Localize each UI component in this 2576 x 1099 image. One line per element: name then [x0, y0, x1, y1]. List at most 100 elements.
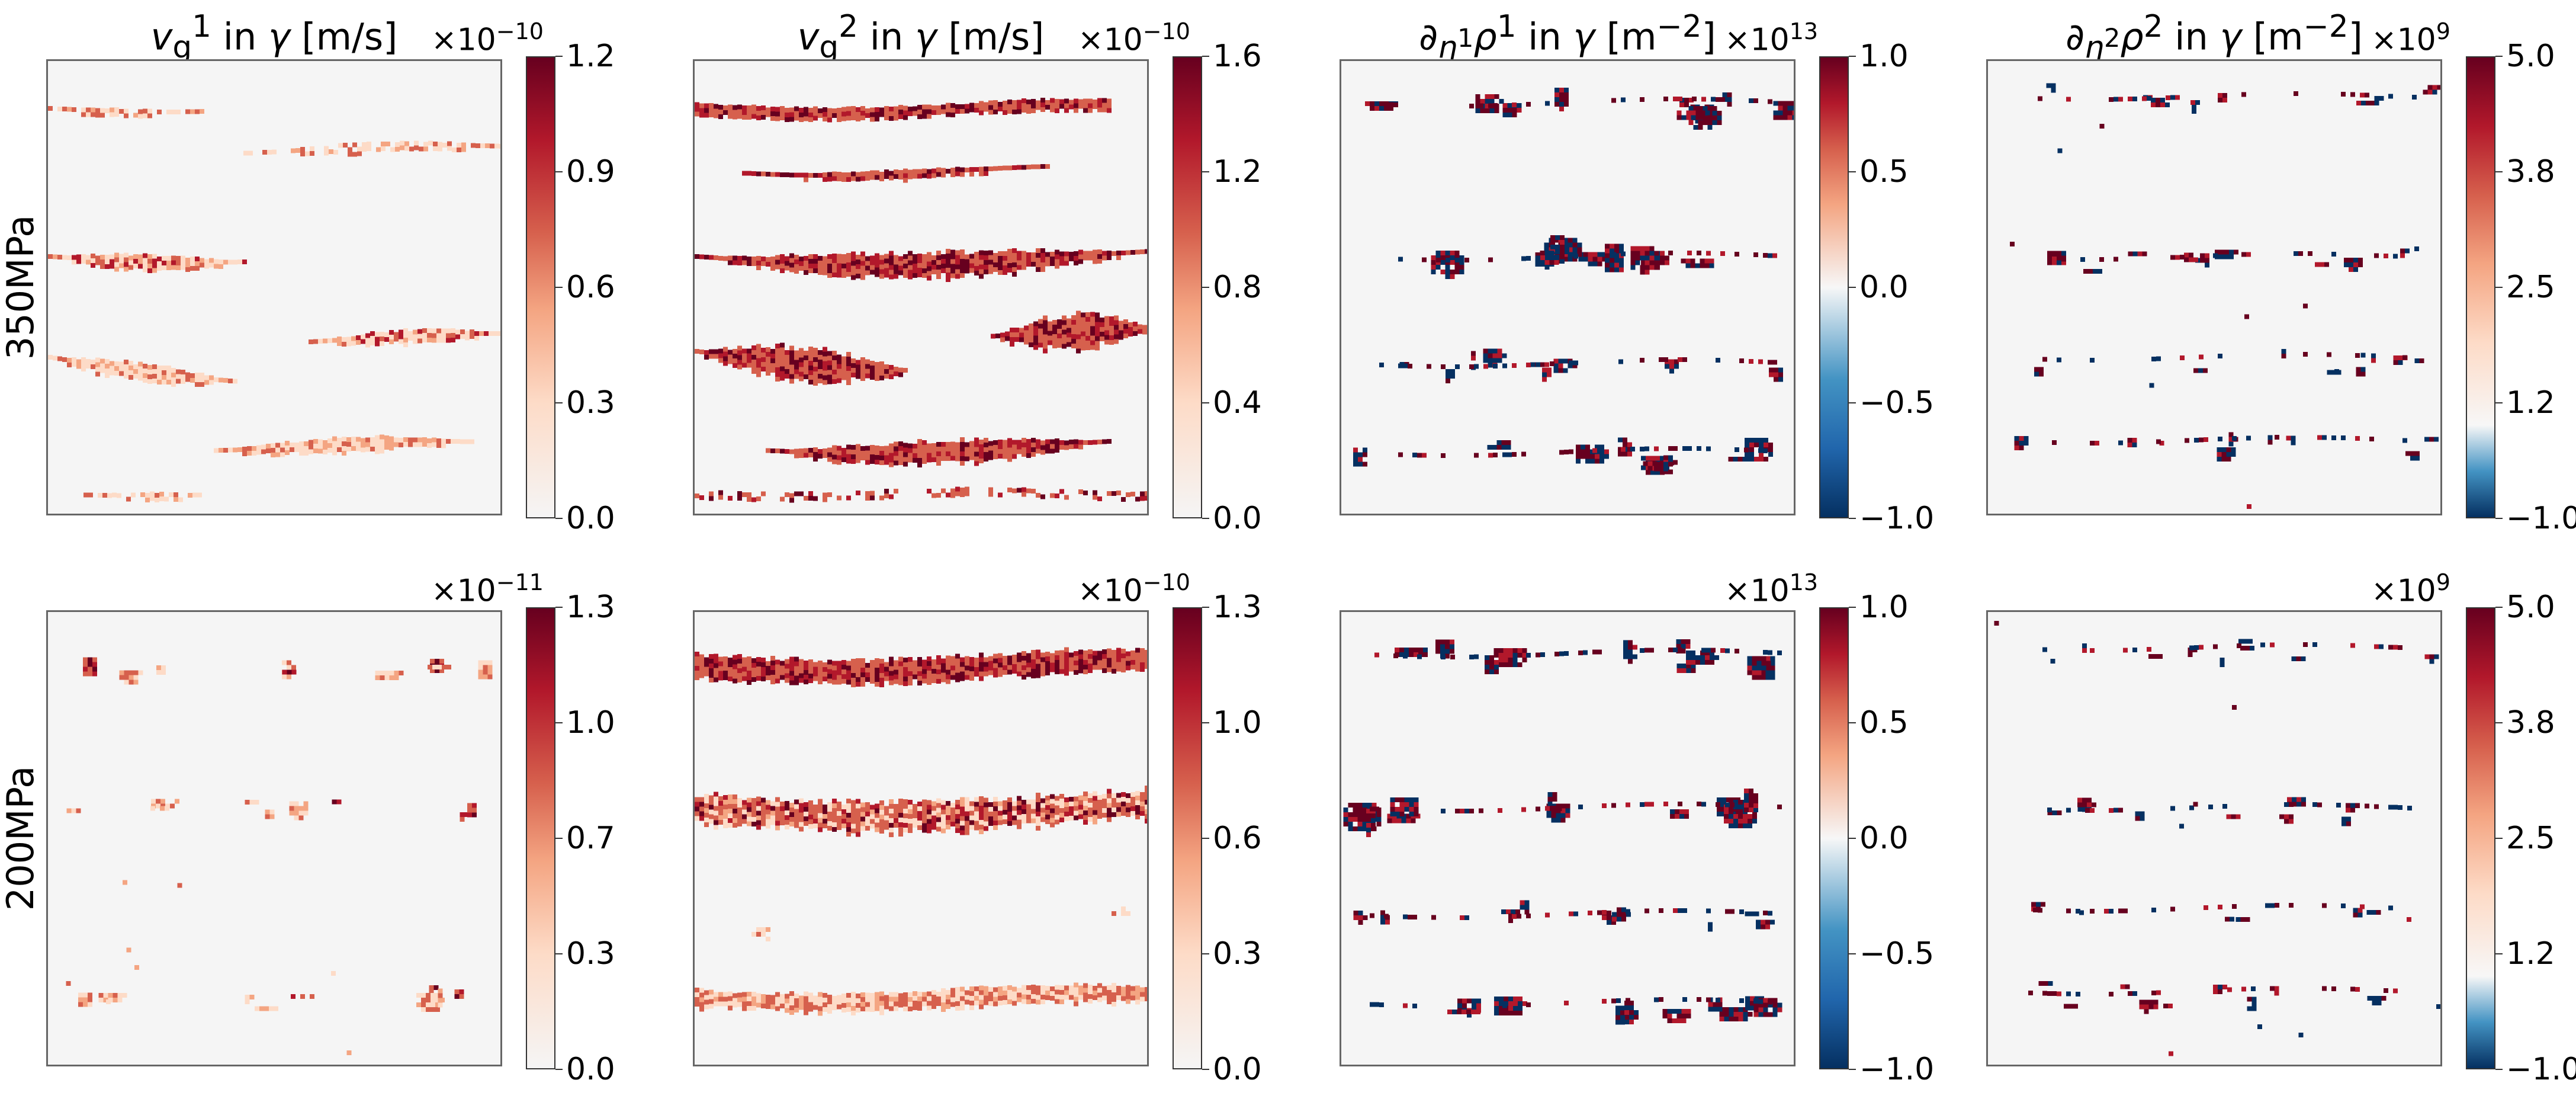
- heatmap-panel-p01: [693, 59, 1149, 515]
- colorbar-tickmark: [1849, 1069, 1856, 1070]
- colorbar-scale-p13: ×109: [2371, 565, 2450, 608]
- colorbar-tickmark: [1849, 171, 1856, 172]
- colorbar-tickmark: [2495, 838, 2503, 839]
- heatmap-cells: [2010, 83, 2442, 508]
- colorbar-tickmark: [2495, 607, 2503, 608]
- colorbar-tick-label: 0.0: [1213, 1054, 1262, 1085]
- colorbar-p02: [1819, 56, 1849, 518]
- colorbar-tick-label: 0.9: [566, 156, 615, 187]
- colorbar-tick-label: −1.0: [2506, 1054, 2576, 1085]
- row-label-350MPa: 350MPa: [0, 27, 47, 548]
- colorbar-scale-p10: ×10−11: [431, 565, 544, 608]
- colorbar-tick-label: 0.0: [566, 503, 615, 534]
- colorbar-tick-label: 0.6: [566, 272, 615, 303]
- colorbar-tick-label: −0.5: [1859, 938, 1934, 969]
- colorbar-tick-label: 1.2: [566, 41, 615, 72]
- colorbar-tickmark: [1849, 838, 1856, 839]
- colorbar-tick-label: 0.8: [1213, 272, 1262, 303]
- heatmap-panel-p13: [1986, 610, 2442, 1066]
- colorbar-tickmark: [555, 722, 563, 723]
- colorbar-tick-label: 5.0: [2506, 41, 2555, 72]
- colorbar-tick-label: 1.3: [566, 592, 615, 623]
- colorbar-scale-p11: ×10−10: [1078, 565, 1190, 608]
- colorbar-tick-label: 1.3: [1213, 592, 1262, 623]
- colorbar-tickmark: [1202, 722, 1209, 723]
- heatmap-panel-p02: [1340, 59, 1796, 515]
- colorbar-tick-label: 0.0: [1213, 503, 1262, 534]
- colorbar-scale-p00: ×10−10: [431, 14, 544, 57]
- colorbar-tickmark: [555, 953, 563, 954]
- colorbar-tickmark: [2495, 953, 2503, 954]
- row-label-200MPa: 200MPa: [0, 578, 47, 1099]
- colorbar-tick-label: 3.8: [2506, 156, 2555, 187]
- colorbar-tickmark: [2495, 1069, 2503, 1070]
- colorbar-tick-label: 1.2: [2506, 387, 2555, 418]
- colorbar-tickmark: [1849, 56, 1856, 57]
- heatmap-cells: [695, 647, 1149, 1015]
- colorbar-tickmark: [1202, 1069, 1209, 1070]
- colorbar-tickmark: [2495, 287, 2503, 288]
- colorbar-p01: [1173, 56, 1202, 518]
- colorbar-tickmark: [1849, 402, 1856, 403]
- heatmap-cells: [1344, 639, 1782, 1025]
- colorbar-tickmark: [1202, 402, 1209, 403]
- colorbar-tick-label: 5.0: [2506, 592, 2555, 623]
- colorbar-tickmark: [555, 607, 563, 608]
- heatmap-panel-p10: [46, 610, 502, 1066]
- colorbar-tick-label: 0.3: [1213, 938, 1262, 969]
- colorbar-scale-p02: ×1013: [1724, 14, 1818, 57]
- colorbar-tick-label: 1.0: [1859, 41, 1909, 72]
- colorbar-tickmark: [1849, 287, 1856, 288]
- colorbar-tickmark: [555, 287, 563, 288]
- colorbar-scale-p01: ×10−10: [1078, 14, 1190, 57]
- heatmap-panel-p12: [1340, 610, 1796, 1066]
- colorbar-tick-label: 2.5: [2506, 272, 2555, 303]
- colorbar-tickmark: [555, 1069, 563, 1070]
- colorbar-tickmark: [1202, 287, 1209, 288]
- colorbar-tickmark: [555, 56, 563, 57]
- colorbar-tick-label: 0.5: [1859, 707, 1909, 738]
- colorbar-tickmark: [2495, 518, 2503, 519]
- colorbar-tickmark: [1849, 722, 1856, 723]
- colorbar-tickmark: [2495, 402, 2503, 403]
- heatmap-cells: [48, 106, 502, 502]
- colorbar-tickmark: [2495, 171, 2503, 172]
- colorbar-tick-label: 3.8: [2506, 707, 2555, 738]
- colorbar-tickmark: [1202, 56, 1209, 57]
- colorbar-tick-label: 1.6: [1213, 41, 1262, 72]
- colorbar-tickmark: [555, 518, 563, 519]
- colorbar-tick-label: 1.0: [1213, 707, 1262, 738]
- colorbar-tickmark: [1202, 518, 1209, 519]
- colorbar-tickmark: [555, 838, 563, 839]
- colorbar-tick-label: 0.4: [1213, 387, 1262, 418]
- colorbar-tickmark: [1202, 171, 1209, 172]
- heatmap-cells: [1994, 621, 2441, 1056]
- heatmap-panel-p00: [46, 59, 502, 515]
- colorbar-tick-label: 0.0: [1859, 823, 1909, 854]
- colorbar-p10: [526, 607, 555, 1069]
- colorbar-tick-label: 0.0: [1859, 272, 1909, 303]
- colorbar-tickmark: [1849, 518, 1856, 519]
- colorbar-tickmark: [1202, 607, 1209, 608]
- colorbar-tick-label: 0.6: [1213, 823, 1262, 854]
- colorbar-tickmark: [2495, 56, 2503, 57]
- colorbar-tick-label: −0.5: [1859, 387, 1934, 418]
- heatmap-cells: [66, 657, 492, 1055]
- colorbar-tick-label: 0.0: [566, 1054, 615, 1085]
- heatmap-cells: [695, 98, 1149, 503]
- colorbar-p03: [2466, 56, 2495, 518]
- colorbar-tickmark: [1202, 953, 1209, 954]
- colorbar-p12: [1819, 607, 1849, 1069]
- colorbar-tick-label: 0.3: [566, 938, 615, 969]
- colorbar-p00: [526, 56, 555, 518]
- colorbar-tick-label: 1.2: [1213, 156, 1262, 187]
- colorbar-tick-label: 1.2: [2506, 938, 2555, 969]
- colorbar-tick-label: 2.5: [2506, 823, 2555, 854]
- colorbar-tickmark: [2495, 722, 2503, 723]
- colorbar-tick-label: −1.0: [1859, 1054, 1934, 1085]
- colorbar-scale-p03: ×109: [2371, 14, 2450, 57]
- colorbar-tick-label: 1.0: [566, 707, 615, 738]
- colorbar-p13: [2466, 607, 2495, 1069]
- colorbar-tick-label: −1.0: [2506, 503, 2576, 534]
